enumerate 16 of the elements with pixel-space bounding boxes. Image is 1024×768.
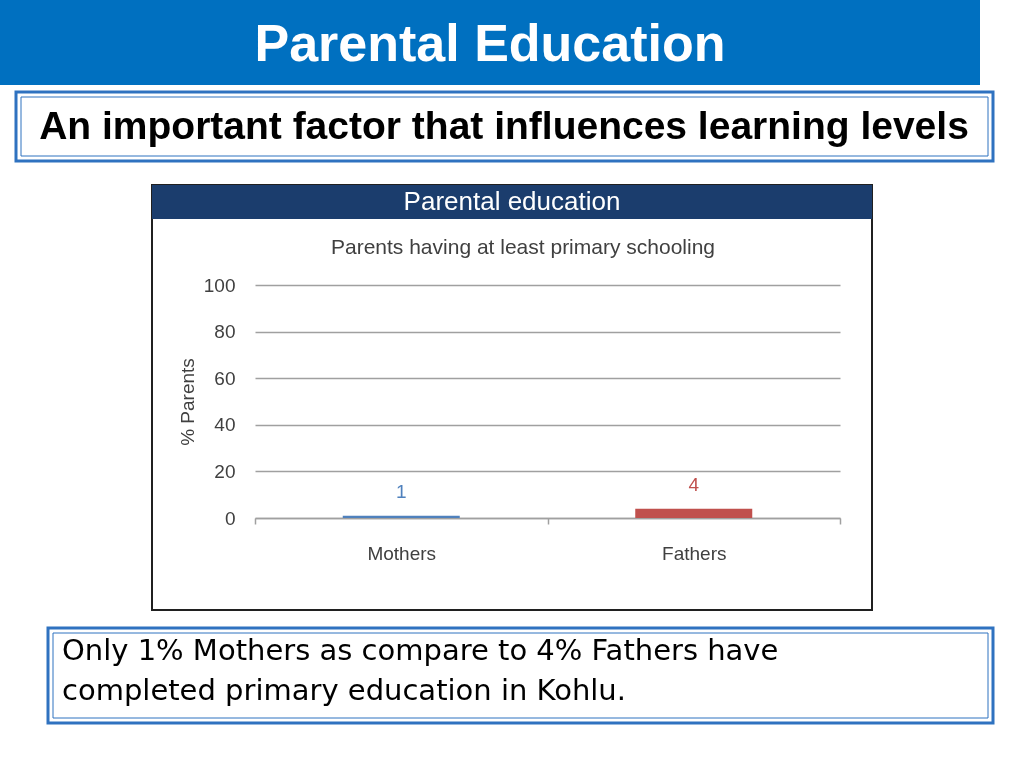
y-tick-label: 20 bbox=[214, 460, 236, 482]
x-tick-label: Fathers bbox=[662, 542, 727, 564]
y-tick-label: 80 bbox=[214, 321, 236, 343]
text: Parental education bbox=[403, 186, 621, 216]
chart-title: Parental Education bbox=[254, 14, 726, 72]
y-tick-label: 100 bbox=[203, 274, 236, 296]
y-axis-title: % Parents bbox=[176, 358, 198, 446]
data-label: 4 bbox=[688, 473, 700, 495]
data-label: 1 bbox=[395, 480, 407, 502]
y-tick-label: 60 bbox=[214, 367, 236, 389]
text: Only 1% Mothers as compare to 4% Fathers have completed primary education in Kohlu. bbox=[62, 633, 779, 707]
y-tick-label: 40 bbox=[214, 414, 236, 436]
text: Parents having at least primary schooling bbox=[330, 235, 716, 258]
x-tick-label: Mothers bbox=[367, 542, 437, 564]
chart-subtitle: An important factor that influences learning levels bbox=[39, 104, 969, 147]
y-tick-label: 0 bbox=[224, 507, 236, 529]
